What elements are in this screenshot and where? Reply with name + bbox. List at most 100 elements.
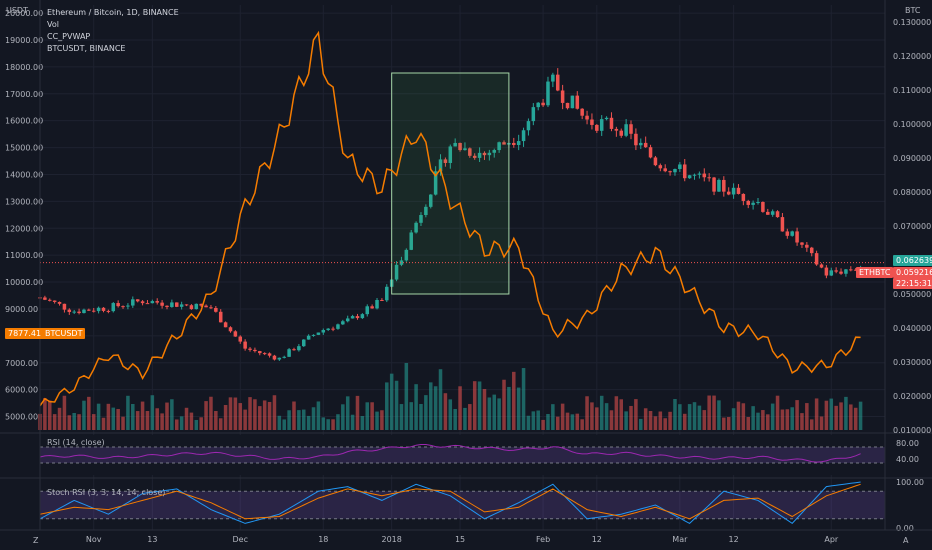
candle-body <box>91 310 96 312</box>
candle-body <box>355 316 360 319</box>
bottom-right-icon[interactable]: A <box>903 536 909 545</box>
candle-body <box>472 155 477 158</box>
candle-body <box>282 356 286 358</box>
volume-bar <box>370 402 374 430</box>
candle-body <box>140 301 145 304</box>
candle-body <box>443 159 448 163</box>
time-axis-tick: 12 <box>592 535 602 544</box>
left-axis-tick: 16000.00 <box>5 117 43 126</box>
candle-body <box>663 168 667 172</box>
candle-body <box>595 124 599 131</box>
candle-body <box>233 331 238 337</box>
candle-body <box>414 222 418 233</box>
btc-price-value-tag: 7877.41 <box>5 328 45 339</box>
volume-bar <box>121 416 125 430</box>
indicator-panels <box>0 432 932 525</box>
candle-body <box>262 353 267 355</box>
candle-body <box>375 300 379 309</box>
volume-bar <box>101 417 106 430</box>
candle-body <box>546 81 550 106</box>
volume-bar <box>77 414 81 430</box>
volume-bar <box>541 419 545 430</box>
volume-bar <box>43 398 47 430</box>
stoch-band <box>40 491 885 519</box>
candle-body <box>214 307 218 312</box>
volume-bar <box>184 407 189 430</box>
time-axis-tick: Apr <box>824 535 839 544</box>
candle-body <box>692 174 697 176</box>
candle-body <box>428 194 433 207</box>
candle-body <box>512 142 516 146</box>
left-axis-tick: 19000.00 <box>5 36 43 45</box>
volume-bar <box>375 411 379 430</box>
volume-bar <box>604 403 609 430</box>
candle-body <box>726 191 731 195</box>
time-axis-tick: Mar <box>672 535 688 544</box>
volume-bar <box>555 416 560 430</box>
left-axis-tick: 14000.00 <box>5 170 43 179</box>
legend-main-symbol[interactable]: Ethereum / Bitcoin, 1D, BINANCE <box>47 8 179 17</box>
volume-bar <box>155 408 159 430</box>
volume-bar <box>297 410 301 430</box>
volume-bar <box>531 411 536 430</box>
volume-bar <box>858 401 863 430</box>
candle-body <box>829 270 834 276</box>
candle-body <box>624 124 628 136</box>
candle-body <box>448 146 453 163</box>
candle-body <box>370 306 374 309</box>
left-axis-tick: 5000.00 <box>5 413 38 422</box>
candle-body <box>756 201 760 203</box>
rsi-axis-tick: 80.00 <box>896 439 919 448</box>
rsi-line <box>39 444 861 463</box>
bottom-left-icon[interactable]: Z <box>33 536 39 545</box>
candle-body <box>712 177 716 192</box>
candle-body <box>277 357 282 360</box>
volume-bar <box>477 381 482 430</box>
legend-pvwap[interactable]: CC_PVWAP <box>47 32 91 41</box>
left-axis-tick: 7000.00 <box>5 359 38 368</box>
volume-bar <box>116 409 120 430</box>
candle-body <box>717 179 721 192</box>
volume-bar <box>443 393 448 430</box>
volume-bar <box>707 395 711 430</box>
volume-bar <box>551 404 555 430</box>
volume-bar <box>228 397 233 430</box>
volume-bar <box>824 400 829 430</box>
volume-bar <box>751 406 755 430</box>
volume-bar <box>472 381 477 430</box>
volume-bar <box>145 411 150 430</box>
volume-bar <box>487 397 492 430</box>
volume-bar <box>599 395 604 430</box>
volume-bar <box>331 419 335 430</box>
candle-body <box>409 232 413 250</box>
volume-bar <box>829 398 834 430</box>
candle-body <box>673 169 677 173</box>
volume-bar <box>301 409 306 430</box>
volume-bar <box>468 404 472 430</box>
volume-bar <box>394 380 399 430</box>
candle-body <box>468 148 472 156</box>
candle-body <box>599 119 604 131</box>
volume-bar <box>214 411 218 430</box>
right-axis-tick: 0.100000 <box>893 120 931 129</box>
candle-body <box>223 322 228 328</box>
candle-body <box>853 269 858 271</box>
left-axis-tick: 10000.00 <box>5 278 43 287</box>
candle-body <box>575 95 580 109</box>
volume-bar <box>194 419 199 430</box>
time-axis-tick: 12 <box>728 535 738 544</box>
candle-body <box>57 301 62 304</box>
legend-volume[interactable]: Vol <box>47 20 59 29</box>
rsi-axis-tick: 40.00 <box>896 455 919 464</box>
volume-bar <box>267 401 272 430</box>
left-currency-label: USDT <box>6 6 28 15</box>
legend-btcusdt[interactable]: BTCUSDT, BINANCE <box>47 44 126 53</box>
volume-bar <box>580 419 584 430</box>
candle-body <box>238 336 243 342</box>
volume-bar <box>175 419 179 430</box>
highlight-box <box>391 72 510 295</box>
candle-body <box>404 249 409 261</box>
volume-bar <box>365 402 370 430</box>
candle-body <box>497 142 501 151</box>
